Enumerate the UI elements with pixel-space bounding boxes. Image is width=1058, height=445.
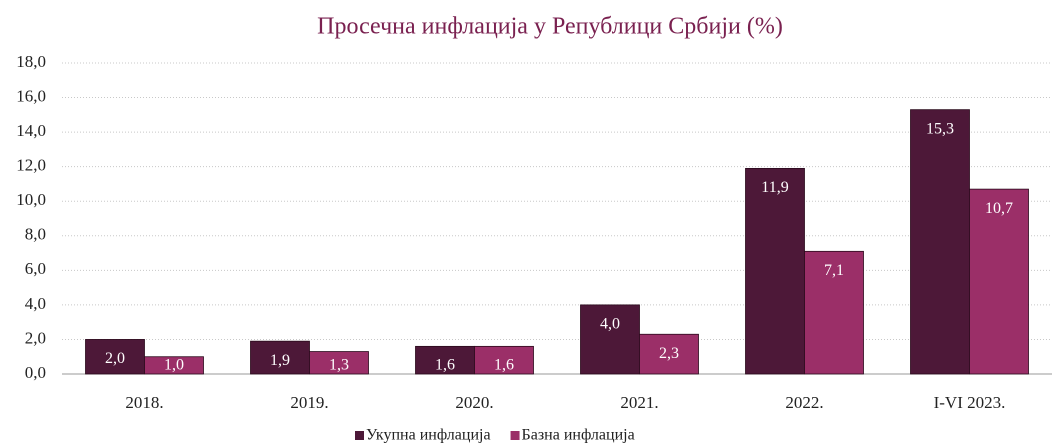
y-tick-label: 4,0 xyxy=(25,294,46,313)
x-tick-label: 2018. xyxy=(125,393,163,412)
x-tick-label: 2022. xyxy=(785,393,823,412)
value-label: 1,6 xyxy=(435,357,455,374)
bar xyxy=(415,345,475,375)
value-label: 2,0 xyxy=(105,350,125,367)
bar xyxy=(639,333,699,375)
x-tick-label: 2020. xyxy=(455,393,493,412)
bar xyxy=(85,339,145,375)
x-tick-label: I-VI 2023. xyxy=(934,393,1006,412)
value-label: 1,6 xyxy=(494,357,514,374)
bar xyxy=(309,351,369,375)
y-tick-label: 10,0 xyxy=(16,190,46,209)
bar xyxy=(474,345,534,375)
x-tick-label: 2021. xyxy=(620,393,658,412)
legend-swatch xyxy=(355,431,364,440)
y-tick-label: 2,0 xyxy=(25,328,46,347)
value-label: 4,0 xyxy=(600,316,620,333)
bar xyxy=(910,109,970,375)
value-label: 2,3 xyxy=(659,345,679,362)
bar xyxy=(144,356,204,375)
legend-label: Базна инфлација xyxy=(522,427,635,444)
y-tick-label: 6,0 xyxy=(25,259,46,278)
value-label: 11,9 xyxy=(761,179,788,196)
y-tick-label: 18,0 xyxy=(16,52,46,71)
y-tick-label: 0,0 xyxy=(25,363,46,382)
value-label: 1,3 xyxy=(329,357,349,374)
bar xyxy=(745,167,805,375)
y-tick-label: 16,0 xyxy=(16,86,46,105)
bar xyxy=(969,188,1029,375)
legend-swatch xyxy=(510,431,520,440)
y-tick-label: 14,0 xyxy=(16,121,46,140)
y-tick-label: 8,0 xyxy=(25,225,46,244)
bar xyxy=(804,250,864,375)
x-tick-label: 2019. xyxy=(290,393,328,412)
value-label: 10,7 xyxy=(985,200,1013,217)
value-label: 15,3 xyxy=(926,120,954,137)
value-label: 1,0 xyxy=(164,357,184,374)
value-label: 1,9 xyxy=(270,352,290,369)
legend-label: Укупна инфлација xyxy=(366,427,491,444)
y-tick-label: 12,0 xyxy=(16,156,46,175)
chart-title: Просечна инфлација у Републици Србији (%… xyxy=(317,14,783,40)
value-label: 7,1 xyxy=(824,262,844,279)
